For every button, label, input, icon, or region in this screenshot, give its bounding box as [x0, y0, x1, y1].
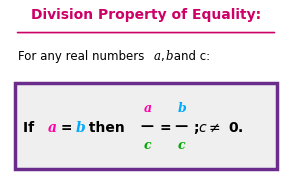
Text: ;$c\neq$ 0.: ;$c\neq$ 0. [193, 120, 244, 136]
Text: a: a [153, 50, 160, 63]
FancyBboxPatch shape [15, 83, 277, 169]
Text: For any real numbers: For any real numbers [18, 50, 148, 63]
Text: =: = [160, 121, 171, 135]
Text: a: a [143, 102, 152, 115]
Text: then: then [84, 121, 129, 135]
Text: ,: , [160, 50, 164, 63]
Text: a: a [48, 121, 57, 135]
Text: b: b [76, 121, 86, 135]
Text: If: If [23, 121, 39, 135]
Text: Division Property of Equality:: Division Property of Equality: [31, 8, 261, 22]
Text: =: = [55, 121, 77, 135]
Text: c: c [144, 139, 151, 152]
Text: and c:: and c: [170, 50, 210, 63]
Text: b: b [165, 50, 173, 63]
Text: c: c [178, 139, 185, 152]
Text: b: b [177, 102, 186, 115]
